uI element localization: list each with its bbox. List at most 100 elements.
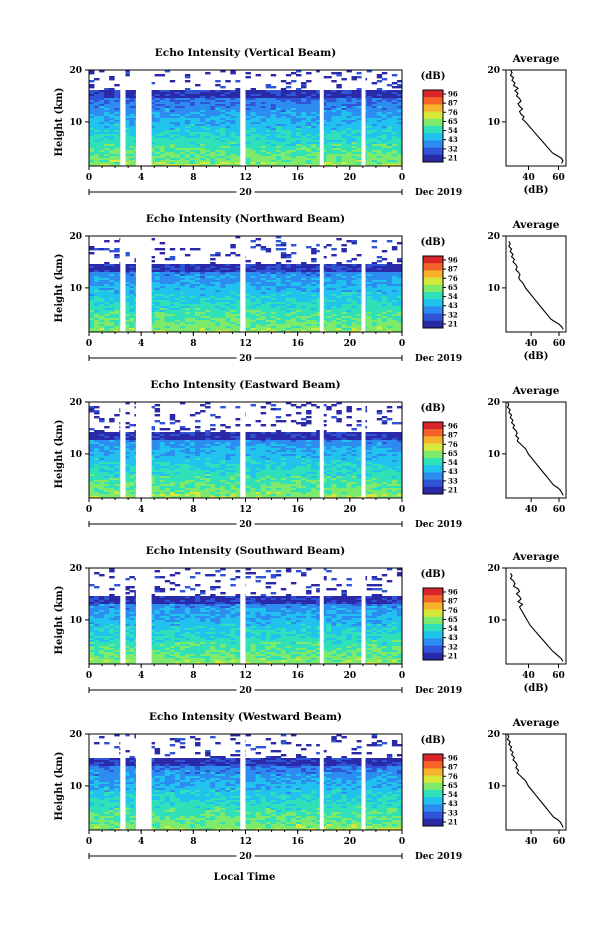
data-gap: [319, 236, 324, 332]
heatmap: [89, 236, 402, 332]
average-profile-line: [509, 572, 564, 662]
colorbar-tick-label: 65: [448, 615, 458, 624]
colorbar-segment: [423, 479, 443, 488]
x-tick-label: 16: [291, 505, 304, 515]
colorbar-tick-label: 96: [448, 256, 458, 265]
avg-x-tick-label: 60: [552, 173, 565, 183]
colorbar-segment: [423, 443, 443, 452]
colorbar-tick-label: 65: [448, 781, 458, 790]
data-gap: [319, 734, 324, 830]
avg-y-tick-label: 20: [487, 66, 500, 76]
colorbar-tick-label: 54: [448, 126, 458, 135]
avg-x-tick-label: 40: [525, 339, 538, 349]
x-tick-label: 0: [86, 173, 92, 183]
x-tick-label: 4: [138, 173, 144, 183]
panel-2: Echo Intensity (Northward Beam) Height (k…: [54, 213, 567, 364]
colorbar-segment: [423, 284, 443, 293]
avg-x-tick-label: 60: [552, 671, 565, 681]
panel-5: Echo Intensity (Westward Beam) Height (km…: [54, 711, 567, 862]
colorbar-segment: [423, 277, 443, 286]
x-tick-label: 4: [138, 505, 144, 515]
data-gap: [120, 70, 126, 166]
month-label: Dec 2019: [415, 188, 462, 198]
data-gap: [135, 70, 152, 166]
colorbar-segment: [423, 652, 443, 661]
average-frame: [505, 733, 567, 831]
colorbar-segment: [423, 811, 443, 820]
average-title: Average: [512, 219, 560, 231]
data-gap: [120, 236, 126, 332]
day-label: 20: [239, 188, 252, 198]
colorbar-segment: [423, 790, 443, 798]
colorbar-segment: [423, 313, 443, 322]
colorbar-frame: [422, 89, 444, 163]
average-title: Average: [512, 551, 560, 563]
colorbar-segment: [423, 818, 443, 827]
colorbar-segment: [423, 458, 443, 466]
y-tick-label: 20: [69, 66, 82, 76]
avg-y-tick-label: 20: [487, 232, 500, 242]
colorbar-segment: [423, 804, 443, 812]
colorbar-tick-label: 54: [448, 790, 458, 799]
colorbar-segment: [423, 768, 443, 776]
y-tick-label: 20: [69, 232, 82, 242]
colorbar-segment: [423, 645, 443, 654]
colorbar-tick-label: 76: [448, 772, 458, 781]
average-title: Average: [512, 717, 560, 729]
average-profile-line: [509, 69, 564, 164]
avg-y-tick-label: 10: [487, 782, 500, 792]
panel-title: Echo Intensity (Northward Beam): [146, 213, 345, 225]
colorbar-segment: [423, 436, 443, 444]
colorbar-tick-label: 87: [448, 99, 458, 108]
colorbar-tick-label: 87: [448, 265, 458, 274]
colorbar-segment: [423, 761, 443, 769]
avg-x-tick-label: 60: [553, 837, 566, 847]
heatmap: [89, 568, 402, 664]
colorbar-segment: [423, 299, 443, 307]
y-tick-label: 10: [69, 284, 82, 294]
data-gap: [135, 734, 152, 830]
average-frame: [505, 235, 567, 333]
colorbar-tick-label: 65: [448, 117, 458, 126]
average-profile-line: [506, 733, 564, 828]
month-label: Dec 2019: [415, 686, 462, 696]
colorbar-tick-label: 32: [448, 642, 458, 651]
heatmap: [89, 70, 402, 166]
colorbar-unit: (dB): [421, 71, 446, 82]
y-tick-label: 20: [69, 564, 82, 574]
y-tick-label: 10: [69, 616, 82, 626]
data-gap: [361, 734, 366, 830]
x-tick-label: 16: [291, 671, 304, 681]
average-frame: [505, 567, 567, 665]
colorbar-tick-label: 33: [448, 808, 458, 817]
x-tick-label: 0: [399, 173, 405, 183]
colorbar-segment: [423, 754, 443, 762]
data-gap: [240, 236, 246, 332]
colorbar-tick-label: 87: [448, 431, 458, 440]
colorbar-segment: [423, 111, 443, 120]
x-tick-label: 12: [239, 837, 252, 847]
x-tick-label: 20: [344, 505, 357, 515]
colorbar-tick-label: 43: [448, 799, 458, 808]
colorbar-tick-label: 76: [448, 440, 458, 449]
x-tick-label: 20: [344, 671, 357, 681]
colorbar-tick-label: 33: [448, 476, 458, 485]
x-tick-label: 0: [86, 505, 92, 515]
colorbar-segment: [423, 602, 443, 610]
avg-x-tick-label: 40: [525, 505, 538, 515]
x-tick-label: 8: [190, 837, 196, 847]
y-tick-label: 20: [69, 730, 82, 740]
x-tick-label: 8: [190, 505, 196, 515]
panel-title: Echo Intensity (Vertical Beam): [155, 47, 336, 59]
avg-x-label: (dB): [524, 351, 549, 362]
colorbar-tick-label: 21: [448, 486, 458, 495]
avg-y-tick-label: 20: [487, 564, 500, 574]
colorbar-tick-label: 43: [448, 135, 458, 144]
average-frame: [505, 69, 567, 167]
colorbar-tick-label: 32: [448, 144, 458, 153]
colorbar-segment: [423, 450, 443, 459]
x-tick-label: 8: [190, 173, 196, 183]
colorbar-tick-label: 54: [448, 624, 458, 633]
y-axis-label: Height (km): [54, 586, 65, 655]
data-gap: [361, 402, 366, 498]
